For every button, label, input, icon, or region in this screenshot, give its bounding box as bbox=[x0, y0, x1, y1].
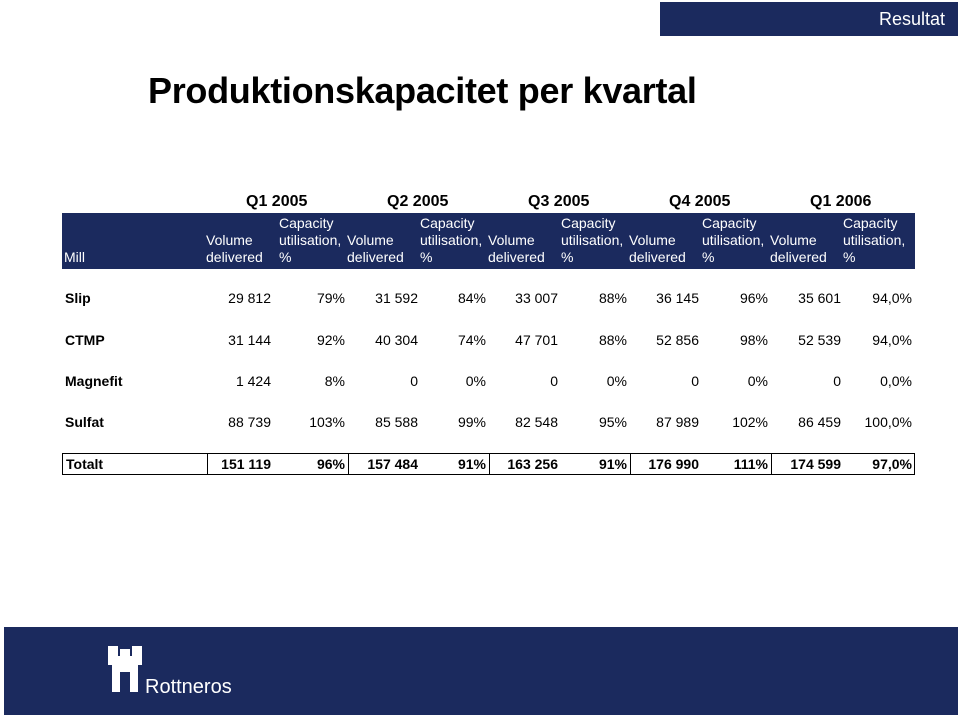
column-header-volume: Volume delivered bbox=[206, 232, 263, 265]
table-cell: 0,0% bbox=[880, 373, 912, 389]
column-header-volume: Volume delivered bbox=[488, 232, 545, 265]
quarter-label: Q1 2005 bbox=[246, 193, 308, 210]
table-row: Sulfat 88 739 103% 85 588 99% 82 548 95%… bbox=[62, 412, 915, 432]
row-label: Magnefit bbox=[65, 373, 123, 389]
table-cell: 88 739 bbox=[228, 414, 271, 430]
table-row: Slip 29 812 79% 31 592 84% 33 007 88% 36… bbox=[62, 288, 915, 308]
castle-tower-icon bbox=[108, 646, 142, 692]
table-cell: 36 145 bbox=[656, 290, 699, 306]
quarter-label: Q2 2005 bbox=[387, 193, 449, 210]
column-header-mill: Mill bbox=[64, 249, 85, 265]
table-cell: 0% bbox=[606, 373, 627, 389]
table-cell: 0 bbox=[691, 373, 699, 389]
table-cell: 29 812 bbox=[228, 290, 271, 306]
column-divider bbox=[771, 454, 772, 474]
column-divider bbox=[348, 454, 349, 474]
section-tag: Resultat bbox=[660, 2, 958, 36]
table-cell: 163 256 bbox=[507, 456, 558, 472]
table-cell: 0 bbox=[550, 373, 558, 389]
column-divider bbox=[630, 454, 631, 474]
table-cell: 52 856 bbox=[656, 332, 699, 348]
table-cell: 0 bbox=[833, 373, 841, 389]
table-cell: 102% bbox=[732, 414, 768, 430]
column-header-volume: Volume delivered bbox=[629, 232, 686, 265]
table-cell: 91% bbox=[598, 456, 627, 472]
table-cell: 79% bbox=[316, 290, 345, 306]
table-cell: 8% bbox=[324, 373, 345, 389]
table-cell: 33 007 bbox=[515, 290, 558, 306]
table-cell: 98% bbox=[739, 332, 768, 348]
table-cell: 88% bbox=[598, 332, 627, 348]
table-cell: 82 548 bbox=[515, 414, 558, 430]
table-cell: 176 990 bbox=[648, 456, 699, 472]
table-row: CTMP 31 144 92% 40 304 74% 47 701 88% 52… bbox=[62, 330, 915, 350]
total-row: Totalt 151 119 96% 157 484 91% 163 256 9… bbox=[62, 453, 915, 475]
column-header-capacity: Capacity utilisation,% bbox=[843, 215, 906, 265]
table-cell: 157 484 bbox=[367, 456, 418, 472]
table-cell: 1 424 bbox=[235, 373, 271, 389]
table-cell: 94,0% bbox=[872, 290, 912, 306]
column-header-volume: Volume delivered bbox=[347, 232, 404, 265]
row-label: Slip bbox=[65, 290, 91, 306]
table-cell: 91% bbox=[457, 456, 486, 472]
column-header-capacity: Capacity utilisation,% bbox=[561, 215, 624, 265]
table-cell: 85 588 bbox=[375, 414, 418, 430]
table-row: Magnefit 1 424 8% 0 0% 0 0% 0 0% 0 0,0% bbox=[62, 371, 915, 391]
table-cell: 47 701 bbox=[515, 332, 558, 348]
table-header: Mill Volume delivered Capacity utilisation… bbox=[62, 213, 915, 269]
column-header-capacity: Capacity utilisation,% bbox=[702, 215, 765, 265]
table-cell: 74% bbox=[457, 332, 486, 348]
row-label: CTMP bbox=[65, 332, 105, 348]
row-label: Totalt bbox=[66, 456, 104, 472]
table-cell: 96% bbox=[316, 456, 345, 472]
table-cell: 84% bbox=[457, 290, 486, 306]
logo-text: Rottneros bbox=[145, 676, 232, 698]
column-header-capacity: Capacity utilisation,% bbox=[420, 215, 483, 265]
table-cell: 31 144 bbox=[228, 332, 271, 348]
quarter-label: Q3 2005 bbox=[528, 193, 590, 210]
row-label: Sulfat bbox=[65, 414, 104, 430]
table-cell: 111% bbox=[733, 456, 768, 472]
quarter-label: Q1 2006 bbox=[810, 193, 872, 210]
column-divider bbox=[489, 454, 490, 474]
table-cell: 40 304 bbox=[375, 332, 418, 348]
page-title: Produktionskapacitet per kvartal bbox=[148, 70, 697, 111]
column-header-capacity: Capacity utilisation,% bbox=[279, 215, 342, 265]
table-cell: 95% bbox=[598, 414, 627, 430]
quarter-label: Q4 2005 bbox=[669, 193, 731, 210]
table-cell: 94,0% bbox=[872, 332, 912, 348]
table-cell: 97,0% bbox=[872, 456, 912, 472]
table-cell: 86 459 bbox=[798, 414, 841, 430]
table-cell: 0% bbox=[465, 373, 486, 389]
table-cell: 174 599 bbox=[790, 456, 841, 472]
table-cell: 0% bbox=[747, 373, 768, 389]
table-cell: 52 539 bbox=[798, 332, 841, 348]
table-cell: 35 601 bbox=[798, 290, 841, 306]
footer-band bbox=[4, 627, 958, 715]
table-cell: 103% bbox=[309, 414, 345, 430]
column-divider bbox=[207, 454, 208, 474]
table-cell: 0 bbox=[410, 373, 418, 389]
table-cell: 99% bbox=[457, 414, 486, 430]
table-cell: 151 119 bbox=[221, 456, 271, 472]
table-cell: 31 592 bbox=[375, 290, 418, 306]
table-cell: 96% bbox=[739, 290, 768, 306]
table-cell: 92% bbox=[316, 332, 345, 348]
table-cell: 100,0% bbox=[864, 414, 912, 430]
column-header-volume: Volume delivered bbox=[770, 232, 827, 265]
table-cell: 87 989 bbox=[656, 414, 699, 430]
table-cell: 88% bbox=[598, 290, 627, 306]
